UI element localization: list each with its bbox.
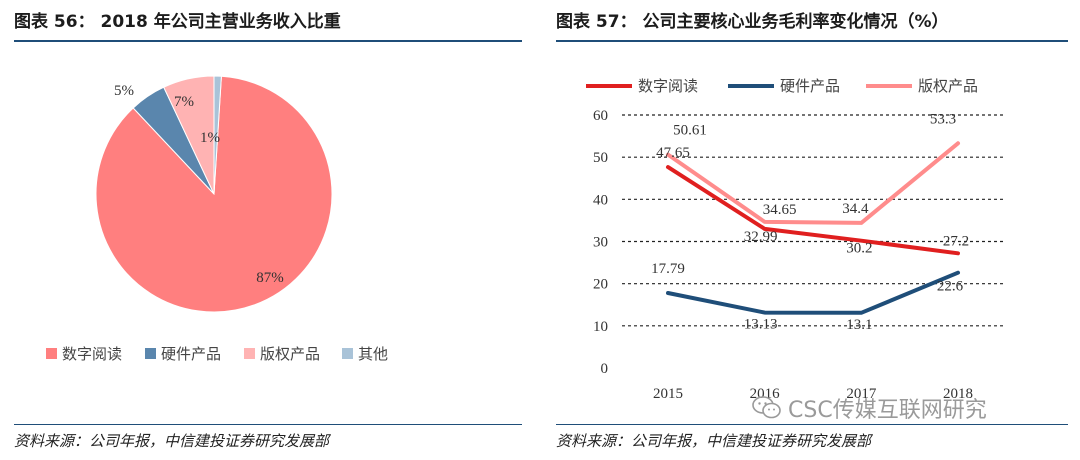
left-source-note: 资料来源：公司年报，中信建投证券研究发展部 [14, 432, 330, 450]
legend-label-2: 硬件产品 [161, 346, 221, 363]
right-bottom-rule [556, 424, 1068, 425]
left-bottom-rule [14, 424, 522, 425]
legend-text-1: 数字阅读 [638, 78, 698, 95]
y-tick-40: 40 [593, 192, 608, 208]
legend-text-2: 硬件产品 [780, 78, 840, 95]
data-label-s1-2015: 47.65 [656, 145, 690, 161]
data-label-s1-2017: 30.2 [846, 241, 872, 257]
pie-slice-4 [213, 75, 222, 195]
series-line-3 [666, 141, 960, 225]
wechat-icon [752, 396, 781, 419]
data-label-s2-2018: 22.6 [937, 279, 964, 295]
legend-label-4: 其他 [358, 346, 388, 363]
data-label-s3-2017: 34.4 [842, 201, 869, 217]
data-label-s3-2015: 50.61 [673, 123, 707, 139]
pie-label-2: 5% [114, 83, 134, 99]
y-tick-10: 10 [593, 319, 608, 335]
x-tick-2017: 2017 [846, 386, 877, 402]
legend-label-1: 数字阅读 [62, 346, 122, 363]
watermark: CSC传媒互联网研究 [752, 393, 987, 423]
data-label-s2-2015: 17.79 [651, 261, 685, 277]
legend-swatch-2 [145, 348, 156, 359]
left-title-rule [14, 40, 522, 42]
x-tick-2015: 2015 [653, 386, 683, 402]
legend-swatch-4 [342, 348, 353, 359]
series-line-2 [666, 270, 960, 315]
right-source-note: 资料来源：公司年报，中信建投证券研究发展部 [556, 432, 872, 450]
legend-swatch-1 [46, 348, 57, 359]
legend-label-3: 版权产品 [260, 346, 320, 363]
data-label-s3-2016: 34.65 [763, 202, 797, 218]
left-chart-title: 图表 56： 2018 年公司主营业务收入比重 [14, 12, 341, 32]
y-tick-0: 0 [601, 361, 609, 377]
right-chart-title: 图表 57： 公司主要核心业务毛利率变化情况（%） [556, 12, 949, 32]
pie-label-1: 87% [256, 270, 284, 286]
x-tick-2018: 2018 [943, 386, 973, 402]
watermark-text: CSC传媒互联网研究 [788, 398, 987, 423]
y-tick-60: 60 [593, 108, 608, 124]
data-label-s2-2016: 13.13 [744, 317, 778, 333]
y-tick-50: 50 [593, 150, 608, 166]
pie-label-3: 7% [174, 94, 194, 110]
right-title-rule [556, 40, 1068, 42]
y-tick-30: 30 [593, 235, 608, 251]
legend-swatch-3 [244, 348, 255, 359]
data-label-s1-2018: 27.2 [943, 233, 969, 249]
pie-chart: 87% 5% 7% 1% 数字阅读 硬件产品 版权产品 其他 [46, 75, 388, 363]
y-tick-20: 20 [593, 277, 608, 293]
legend-text-3: 版权产品 [918, 78, 978, 95]
series-line-1 [666, 165, 960, 256]
data-label-s3-2018: 53.3 [930, 111, 956, 127]
data-label-s2-2017: 13.1 [846, 317, 872, 333]
pie-label-4: 1% [200, 130, 220, 146]
data-label-s1-2016: 32.99 [744, 229, 778, 245]
